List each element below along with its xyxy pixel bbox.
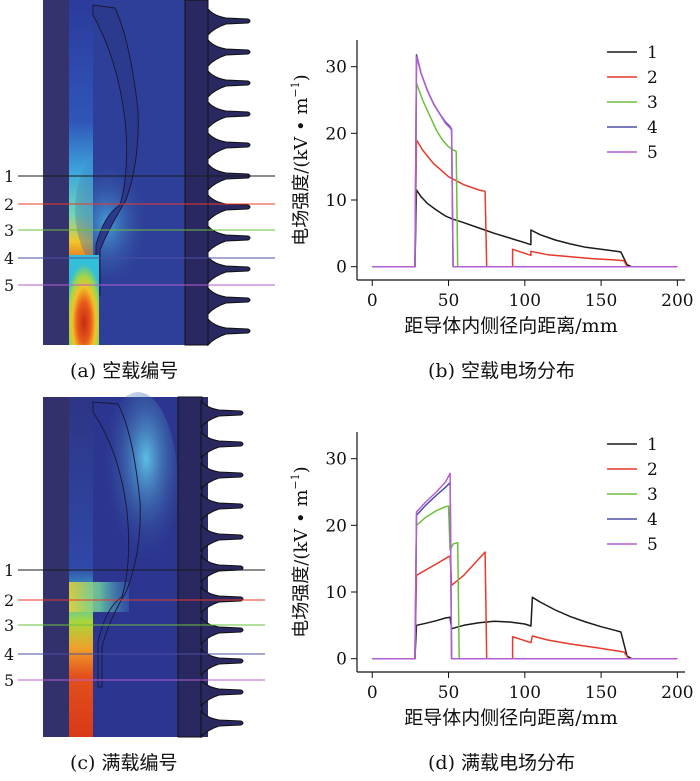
shed-fin <box>207 69 251 99</box>
legend-label-2: 2 <box>647 460 658 480</box>
series-line-4 <box>372 481 678 660</box>
stress-cone <box>92 401 141 688</box>
y-tick-label: 0 <box>336 258 347 278</box>
shed-fin <box>200 616 244 646</box>
legend-label-4: 4 <box>647 118 658 138</box>
hot-zone <box>69 255 99 345</box>
shed-fin <box>207 38 251 68</box>
caption-d: (d) 满载电场分布 <box>428 752 576 774</box>
line-label-5: 5 <box>4 671 14 690</box>
x-tick-label: 200 <box>661 291 693 311</box>
housing-wall <box>177 396 203 738</box>
series-line-3 <box>372 505 678 660</box>
line-label-3: 3 <box>4 616 14 635</box>
numbered-lines: 1 2 3 4 5 <box>4 167 275 295</box>
x-tick-label: 50 <box>438 291 460 311</box>
x-tick-label: 0 <box>367 683 378 703</box>
caption-c: (c) 满载编号 <box>70 752 178 774</box>
shed-fin <box>207 162 251 192</box>
y-tick-label: 30 <box>325 58 347 78</box>
y-axis-label: 电场强度/(kV • m−1) <box>289 74 312 245</box>
y-tick-label: 10 <box>325 583 347 603</box>
x-tick-label: 150 <box>585 683 617 703</box>
legend-label-5: 5 <box>647 535 658 555</box>
shed-fin <box>207 7 251 37</box>
shed-fin <box>207 317 251 347</box>
shed-fin <box>200 554 244 584</box>
y-tick-label: 10 <box>325 191 347 211</box>
insulation-column <box>69 397 93 737</box>
y-tick-label: 20 <box>325 516 347 536</box>
shed-fin <box>200 461 244 491</box>
y-tick-label: 30 <box>325 450 347 470</box>
shed-fin <box>200 709 244 739</box>
legend-label-5: 5 <box>647 143 658 163</box>
shed-fin <box>200 678 244 708</box>
shed-fin <box>200 492 244 522</box>
shed-fin <box>200 523 244 553</box>
shed-fin <box>207 255 251 285</box>
shed-fin <box>207 131 251 161</box>
shed-fin <box>207 100 251 130</box>
line-label-2: 2 <box>4 591 14 610</box>
legend-label-3: 3 <box>647 485 658 505</box>
y-tick-label: 20 <box>325 124 347 144</box>
x-axis-label: 距导体内侧径向距离/mm <box>404 315 617 337</box>
conductor-wall <box>43 397 69 737</box>
numbered-lines: 1 2 3 4 5 <box>4 561 265 690</box>
x-tick-label: 100 <box>509 291 541 311</box>
y-axis-label: 电场强度/(kV • m−1) <box>289 466 312 637</box>
shed-fin <box>200 430 244 460</box>
series-line-1 <box>372 596 678 660</box>
shed-fins <box>207 7 251 347</box>
series-line-2 <box>372 551 678 660</box>
series-line-1 <box>372 189 678 268</box>
x-tick-label: 50 <box>438 683 460 703</box>
field-map-noload: 1 2 3 4 5 <box>4 0 275 347</box>
series-line-2 <box>372 139 678 268</box>
line-label-3: 3 <box>4 221 14 240</box>
y-tick-label: 0 <box>336 650 347 670</box>
shed-fin <box>200 399 244 429</box>
legend-label-1: 1 <box>647 435 658 455</box>
field-band <box>69 582 129 612</box>
line-label-1: 1 <box>4 167 14 186</box>
series-line-5 <box>372 472 678 660</box>
shed-fin <box>200 647 244 677</box>
series-line-3 <box>372 82 678 268</box>
conductor-wall <box>43 0 69 345</box>
x-tick-label: 100 <box>509 683 541 703</box>
chart-fullload: 0 50 100 150 200 0 10 20 30 距导体内侧径向距离/mm 电场强度/(kV … <box>289 432 694 729</box>
chart-noload: 0 50 100 150 200 0 10 20 30 距导体内侧径向距离/mm 电场强度/(kV … <box>289 40 694 337</box>
line-label-5: 5 <box>4 276 14 295</box>
shed-fin <box>207 224 251 254</box>
housing-wall <box>184 0 209 346</box>
field-map-fullload: 1 2 3 4 5 <box>4 392 265 739</box>
legend-label-3: 3 <box>647 93 658 113</box>
line-label-4: 4 <box>4 645 14 664</box>
legend-label-2: 2 <box>647 68 658 88</box>
x-tick-label: 0 <box>367 291 378 311</box>
shed-fin <box>207 193 251 223</box>
shed-fins <box>200 399 244 739</box>
line-label-2: 2 <box>4 195 14 214</box>
series-line-5 <box>372 55 678 268</box>
legend-label-1: 1 <box>647 43 658 63</box>
x-tick-label: 200 <box>661 683 693 703</box>
x-axis-label: 距导体内侧径向距离/mm <box>404 707 617 729</box>
x-tick-label: 150 <box>585 291 617 311</box>
legend-label-4: 4 <box>647 510 658 530</box>
caption-b: (b) 空载电场分布 <box>428 360 576 382</box>
caption-a: (a) 空载编号 <box>70 360 179 382</box>
line-label-4: 4 <box>4 249 14 268</box>
shed-fin <box>207 286 251 316</box>
line-label-1: 1 <box>4 561 14 580</box>
